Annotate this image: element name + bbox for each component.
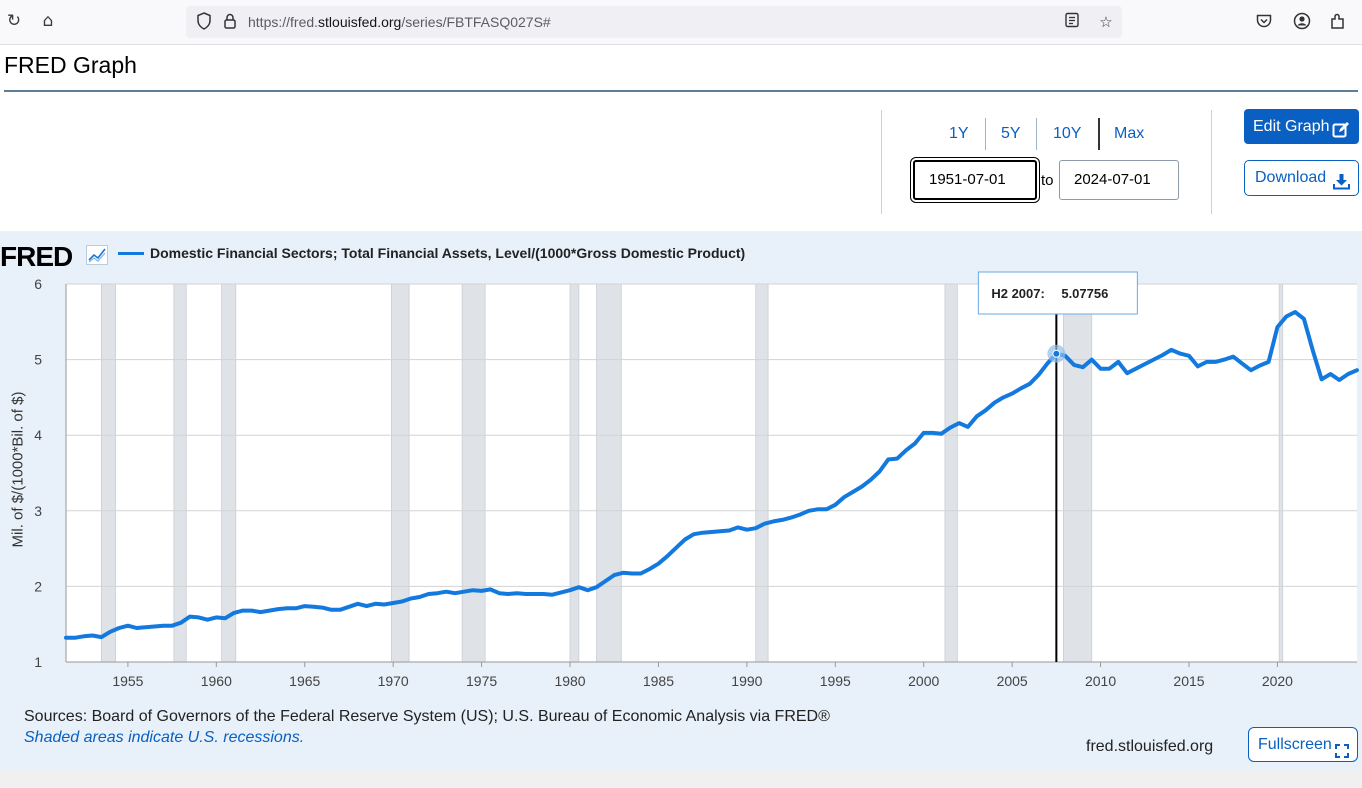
recession-band	[221, 283, 237, 663]
x-tick-label: 2015	[1173, 673, 1204, 689]
bookmark-star-icon[interactable]: ☆	[1099, 13, 1113, 31]
range-separator	[1098, 118, 1100, 150]
end-date-input[interactable]: 2024-07-01	[1059, 160, 1179, 200]
recession-band	[100, 283, 116, 663]
controls-divider-right	[1211, 110, 1212, 214]
x-tick-label: 1960	[201, 673, 232, 689]
y-tick-label: 1	[34, 654, 42, 670]
download-label: Download	[1255, 169, 1327, 186]
page-title: FRED Graph	[4, 52, 137, 78]
x-tick-label: 1970	[378, 673, 409, 689]
recession-band	[569, 283, 580, 663]
plot-area	[66, 284, 1357, 662]
edit-graph-button[interactable]: Edit Graph	[1244, 109, 1359, 144]
pocket-icon[interactable]	[1252, 9, 1276, 33]
tooltip-box	[977, 271, 1138, 315]
range-separator	[985, 118, 986, 150]
range-max[interactable]: Max	[1114, 125, 1145, 142]
account-icon[interactable]	[1290, 9, 1314, 33]
download-icon	[1333, 169, 1350, 203]
recession-band	[1063, 283, 1093, 663]
reload-icon[interactable]: ↻	[6, 11, 22, 31]
recession-band	[944, 283, 958, 663]
extensions-icon[interactable]	[1326, 9, 1350, 33]
series-line	[64, 310, 1359, 640]
range-1y[interactable]: 1Y	[949, 125, 969, 142]
fullscreen-label: Fullscreen	[1258, 736, 1332, 753]
x-tick-label: 1975	[466, 673, 497, 689]
x-tick-label: 2000	[908, 673, 939, 689]
fred-logo: FRED	[0, 241, 73, 272]
recession-band	[461, 283, 486, 663]
y-tick-label: 4	[34, 427, 42, 443]
y-axis-label: Mil. of $/(1000*Bil. of $)	[9, 391, 27, 548]
bottom-strip	[0, 769, 1362, 788]
recession-band	[391, 283, 410, 663]
recession-band	[173, 283, 187, 663]
x-tick-label: 2020	[1262, 673, 1293, 689]
lock-icon[interactable]	[220, 12, 240, 32]
controls-divider-left	[881, 110, 882, 214]
browser-toolbar: ↻ ⌂ https://fred.stlouisfed.org/series/F…	[0, 0, 1362, 45]
x-tick-label: 1995	[820, 673, 851, 689]
sources-text: Sources: Board of Governors of the Feder…	[24, 708, 830, 725]
edit-graph-label: Edit Graph	[1253, 118, 1330, 135]
reader-view-icon[interactable]	[1062, 12, 1082, 32]
range-10y[interactable]: 10Y	[1053, 125, 1082, 142]
fullscreen-icon	[1335, 737, 1349, 770]
x-tick-label: 2005	[997, 673, 1028, 689]
hover-point	[1052, 349, 1061, 358]
edit-icon	[1332, 117, 1350, 152]
recession-band	[755, 283, 769, 663]
title-divider	[4, 90, 1358, 92]
y-tick-label: 3	[34, 503, 42, 519]
legend-series-label: Domestic Financial Sectors; Total Financ…	[150, 245, 746, 261]
date-range-to-label: to	[1041, 172, 1054, 189]
x-tick-label: 2010	[1085, 673, 1116, 689]
y-tick-label: 6	[34, 276, 42, 292]
y-tick-label: 5	[34, 352, 42, 368]
url-bar[interactable]: https://fred.stlouisfed.org/series/FBTFA…	[186, 6, 1122, 38]
range-separator	[1036, 118, 1037, 150]
x-tick-label: 1990	[731, 673, 762, 689]
tooltip-label: H2 2007:	[991, 286, 1044, 301]
recession-note-link[interactable]: Shaded areas indicate U.S. recessions.	[24, 729, 305, 746]
line-chart-icon	[86, 245, 108, 265]
download-button[interactable]: Download	[1244, 160, 1359, 196]
x-tick-label: 1985	[643, 673, 674, 689]
x-tick-label: 1980	[554, 673, 585, 689]
range-5y[interactable]: 5Y	[1001, 125, 1021, 142]
recession-band	[1278, 283, 1284, 663]
x-tick-label: 1955	[112, 673, 143, 689]
x-tick-label: 1965	[289, 673, 320, 689]
line-chart[interactable]: 1 2 3 4 5 6 1955 1960 1965 1970 1975 1980 1985 1990 19…	[0, 231, 1362, 701]
site-url[interactable]: fred.stlouisfed.org	[1086, 738, 1214, 755]
url-text[interactable]: https://fred.stlouisfed.org/series/FBTFA…	[248, 14, 551, 30]
shield-icon[interactable]	[194, 12, 214, 32]
recession-band	[596, 283, 622, 663]
home-icon[interactable]: ⌂	[42, 11, 54, 31]
y-tick-label: 2	[34, 578, 42, 594]
start-date-input[interactable]: 1951-07-01	[913, 160, 1037, 200]
legend-swatch	[118, 252, 144, 255]
fullscreen-button[interactable]: Fullscreen	[1248, 727, 1358, 762]
tooltip-value: 5.07756	[1061, 286, 1108, 301]
